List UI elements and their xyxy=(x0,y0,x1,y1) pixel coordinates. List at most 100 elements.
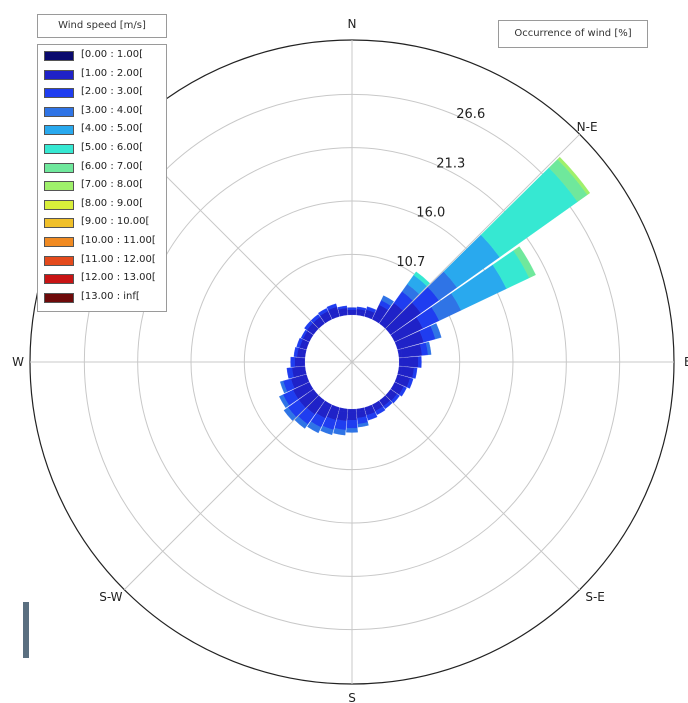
wind-sector-base xyxy=(347,311,357,316)
wind-sector-segment xyxy=(279,380,288,394)
wind-sector-base xyxy=(364,313,374,320)
legend-item: [12.00 : 13.00[ xyxy=(44,271,166,289)
scrollbar-handle[interactable] xyxy=(23,602,29,658)
wind-sector-segment xyxy=(347,307,357,311)
legend-swatch xyxy=(44,181,74,192)
ring-label: 21.3 xyxy=(436,156,465,171)
wind-sector-base xyxy=(398,357,403,367)
direction-label-s: S xyxy=(348,691,356,703)
wind-sector-segment xyxy=(283,407,297,421)
wind-sector-segment xyxy=(337,305,348,310)
wind-sector-base xyxy=(323,316,332,324)
wind-sector-segment xyxy=(294,357,303,367)
wind-sector-segment xyxy=(300,329,308,339)
wind-sector-segment xyxy=(346,427,358,433)
wind-sector-segment xyxy=(406,377,414,389)
wind-sector-segment xyxy=(398,386,407,397)
wind-sector-segment xyxy=(383,400,393,410)
legend-swatch xyxy=(44,237,74,247)
legend-item: [3.00 : 4.00[ xyxy=(44,104,166,122)
wind-sector-base xyxy=(372,400,381,408)
grid-spoke xyxy=(351,361,581,591)
wind-sector-base xyxy=(310,389,319,398)
legend-label: [6.00 : 7.00[ xyxy=(81,160,144,172)
wind-sector-segment xyxy=(286,367,294,379)
direction-label-w: W xyxy=(12,355,24,369)
legend-swatch xyxy=(44,106,74,117)
legend-label: [2.00 : 3.00[ xyxy=(81,86,144,98)
wind-sector-segment xyxy=(279,394,290,408)
radial-axis-title: Occurrence of wind [%] xyxy=(498,20,648,48)
wind-sector-segment xyxy=(366,306,377,313)
wind-sector-segment xyxy=(326,303,338,311)
wind-sector-base xyxy=(356,311,365,317)
wind-sector-segment xyxy=(346,419,358,429)
wind-sector-segment xyxy=(417,356,422,368)
wind-sector-segment xyxy=(293,347,299,358)
wind-sector-base xyxy=(330,313,340,320)
wind-sector-segment xyxy=(366,412,378,421)
wind-sector-base xyxy=(306,333,314,342)
legend-swatch xyxy=(44,88,74,99)
legend-swatch xyxy=(44,274,74,285)
legend: [0.00 : 1.00[ [1.00 : 2.00[ [2.00 : 3.00[ [… xyxy=(37,44,167,312)
legend-item: [7.00 : 8.00[ xyxy=(44,178,166,196)
wind-sector-base xyxy=(316,320,325,329)
wind-sector-segment xyxy=(307,421,322,434)
wind-sector-segment xyxy=(391,393,400,404)
wind-sector-base xyxy=(397,366,403,375)
wind-sector-base xyxy=(385,389,394,398)
ring-label: 26.6 xyxy=(456,107,485,122)
wind-sector-segment xyxy=(320,425,334,436)
wind-sector-segment xyxy=(381,295,394,306)
legend-label: [0.00 : 1.00[ xyxy=(81,49,144,60)
legend-item: [11.00 : 12.00[ xyxy=(44,253,166,271)
wind-sector-base xyxy=(390,333,398,342)
legend-swatch xyxy=(44,69,74,80)
legend-label: [1.00 : 2.00[ xyxy=(81,67,144,79)
direction-label-n-e: N-E xyxy=(577,120,598,134)
wind-sector-base xyxy=(301,366,307,375)
wind-sector-segment xyxy=(336,410,348,422)
wind-sector-segment xyxy=(425,341,432,356)
legend-swatch xyxy=(44,162,74,173)
direction-label-e: E xyxy=(684,355,688,369)
legend-label: [3.00 : 4.00[ xyxy=(81,104,144,116)
legend-item: [8.00 : 9.00[ xyxy=(44,197,166,215)
wind-sector-base xyxy=(394,340,401,350)
legend-label: [11.00 : 12.00[ xyxy=(81,253,156,265)
legend-label: [5.00 : 6.00[ xyxy=(81,142,144,153)
wind-sector-base xyxy=(323,400,332,408)
legend-label: [12.00 : 13.00[ xyxy=(81,272,156,284)
wind-sector-base xyxy=(301,349,307,358)
wind-sector-base xyxy=(339,407,348,413)
wind-sector-segment xyxy=(294,416,308,429)
legend-item: [9.00 : 10.00[ xyxy=(44,215,166,233)
legend-swatch xyxy=(44,144,74,154)
legend-item: [4.00 : 5.00[ xyxy=(44,122,166,140)
direction-label-s-w: S-W xyxy=(99,590,122,604)
legend-item: [6.00 : 7.00[ xyxy=(44,160,166,178)
axis-labels: 10.7 16.0 21.3 26.6 N N-E E S-E S S-W W xyxy=(12,17,688,703)
grid-spoke xyxy=(123,361,353,591)
wind-sector-base xyxy=(394,374,401,384)
legend-label: [4.00 : 5.00[ xyxy=(81,123,144,135)
legend-item: [13.00 : inf[ xyxy=(44,290,166,308)
legend-item: [10.00 : 11.00[ xyxy=(44,234,166,252)
wind-sector-base xyxy=(330,404,340,411)
wind-sector-segment xyxy=(375,406,386,415)
wind-sector-base xyxy=(397,349,403,358)
wind-sector-base xyxy=(303,340,310,350)
wind-sector-base xyxy=(372,316,381,324)
wind-sector-segment xyxy=(318,308,329,316)
wind-sector-segment xyxy=(296,337,303,348)
wind-sector-segment xyxy=(413,271,431,287)
wind-sector-segment xyxy=(357,422,369,428)
wind-sector-base xyxy=(306,382,314,391)
legend-item: [5.00 : 6.00[ xyxy=(44,141,166,159)
wind-sector-base xyxy=(310,326,319,335)
wind-sector-segment xyxy=(430,323,442,340)
legend-item: [1.00 : 2.00[ xyxy=(44,67,166,85)
wind-sector-segment xyxy=(333,427,346,436)
